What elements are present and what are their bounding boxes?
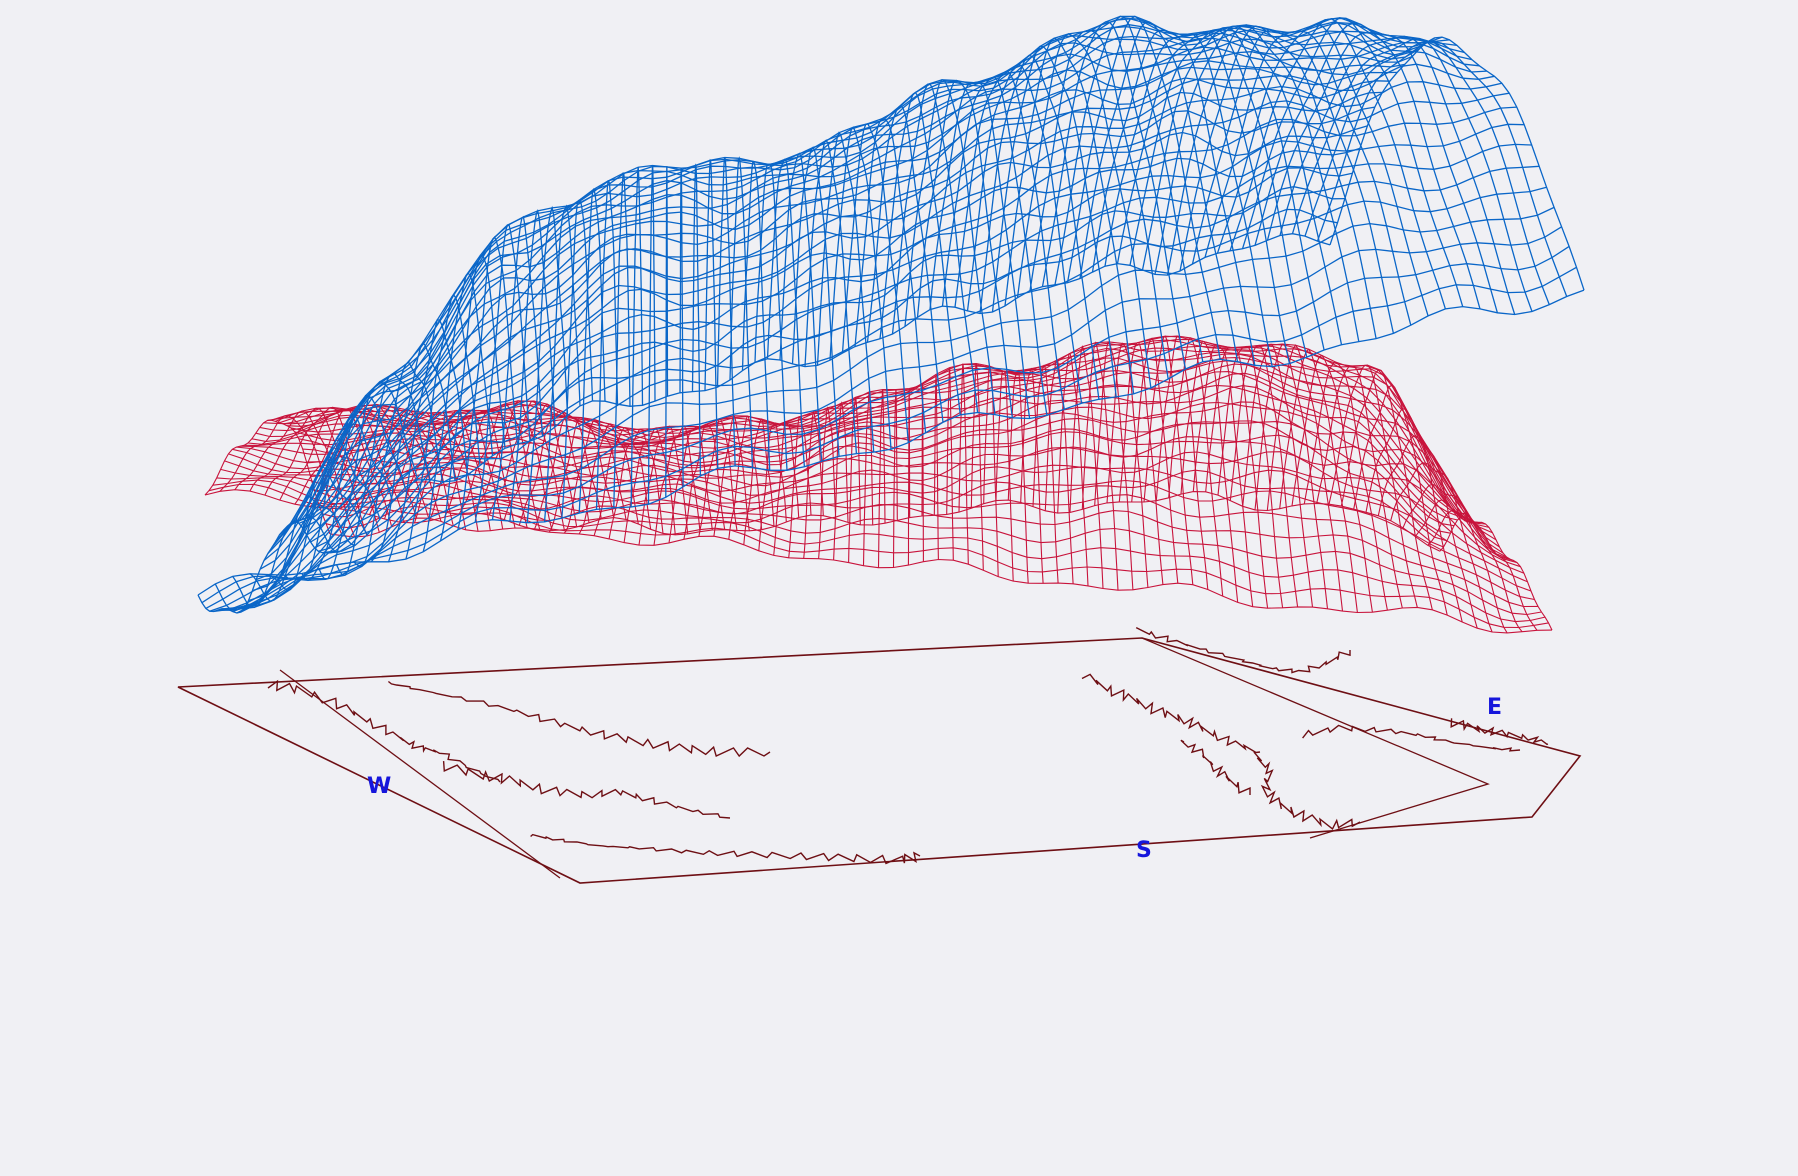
blue-surface-grid-line bbox=[665, 166, 669, 498]
blue-surface-grid-line bbox=[294, 66, 1398, 523]
coastline-segment bbox=[1450, 718, 1549, 746]
blue-surface-grid-line bbox=[302, 91, 1383, 529]
blue-surface-grid-line bbox=[318, 167, 1353, 552]
blue-surface-grid-line bbox=[314, 147, 1361, 549]
blue-surface-grid-line bbox=[310, 125, 1368, 543]
red-surface-grid-line bbox=[232, 448, 1528, 583]
red-surface-grid-line bbox=[208, 483, 1549, 629]
coastline-segment bbox=[530, 833, 921, 865]
blue-surface-grid-line bbox=[916, 79, 1013, 418]
blue-surface-grid-line bbox=[252, 41, 1480, 592]
coastline-segment bbox=[1302, 724, 1521, 752]
coastlines bbox=[267, 626, 1549, 865]
blue-surface-grid-line bbox=[329, 233, 1331, 554]
coastline-segment bbox=[1135, 626, 1351, 674]
compass-labels: W S E bbox=[367, 695, 1502, 863]
blue-surface-grid-line bbox=[298, 77, 1390, 524]
red-surface-grid-line bbox=[298, 363, 1469, 520]
red-surface-grid-line bbox=[325, 469, 1444, 548]
compass-east-label: E bbox=[1487, 695, 1502, 720]
compass-west-label: W bbox=[367, 774, 391, 799]
red-surface-grid-line bbox=[1390, 462, 1493, 633]
red-surface-grid-line bbox=[251, 384, 1511, 560]
blue-wireframe-surface bbox=[197, 15, 1585, 614]
map-frame-inner-edge bbox=[1141, 637, 1490, 839]
blue-surface-grid-line bbox=[213, 206, 1555, 613]
blue-surface-grid-line bbox=[279, 25, 1428, 536]
blue-surface-grid-line bbox=[491, 215, 544, 520]
coastline-segment bbox=[267, 679, 501, 783]
red-surface-grid-line bbox=[302, 372, 1465, 518]
blue-surface-grid-line bbox=[209, 226, 1562, 612]
blue-surface-grid-line bbox=[326, 208, 1338, 554]
blue-surface-grid-line bbox=[201, 266, 1577, 604]
blue-surface-grid-line bbox=[255, 37, 1473, 581]
red-surface-grid-line bbox=[1032, 364, 1059, 584]
red-surface-grid-line bbox=[322, 451, 1448, 542]
blue-surface-grid-line bbox=[291, 51, 1405, 524]
red-surface-grid-line bbox=[294, 357, 1472, 522]
blue-surface-grid-line bbox=[217, 186, 1547, 611]
base-map bbox=[177, 626, 1582, 884]
blue-surface-grid-line bbox=[630, 167, 644, 508]
blue-surface-grid-line bbox=[322, 186, 1345, 554]
blue-surface-grid-line bbox=[205, 245, 1570, 609]
blue-surface-grid-line bbox=[1141, 26, 1325, 351]
blue-surface-grid-line bbox=[287, 38, 1413, 527]
blue-surface-grid-line bbox=[1316, 40, 1568, 297]
red-surface-grid-line bbox=[329, 491, 1441, 552]
red-surface-grid-line bbox=[306, 385, 1462, 518]
blue-surface-grid-line bbox=[240, 81, 1502, 613]
coastline-segment bbox=[1180, 739, 1251, 795]
blue-surface-grid-line bbox=[225, 143, 1532, 610]
red-surface-grid-line bbox=[946, 367, 954, 561]
red-surface-grid-line bbox=[892, 389, 898, 568]
coastline-segment bbox=[1253, 751, 1361, 830]
red-surface-grid-line bbox=[279, 335, 1486, 525]
blue-surface-grid-line bbox=[248, 50, 1487, 602]
red-surface-grid-line bbox=[318, 436, 1451, 534]
red-surface-grid-line bbox=[216, 477, 1542, 616]
coastline-segment bbox=[387, 680, 771, 758]
red-surface-grid-line bbox=[259, 360, 1504, 554]
red-surface-grid-line bbox=[758, 422, 787, 551]
red-surface-grid-line bbox=[1279, 348, 1358, 613]
red-surface-grid-line bbox=[310, 401, 1458, 521]
red-surface-grid-line bbox=[236, 446, 1525, 574]
map-frame bbox=[177, 637, 1582, 884]
red-surface-grid-line bbox=[1291, 354, 1373, 613]
compass-south-label: S bbox=[1136, 838, 1152, 863]
blue-surface-grid-line bbox=[197, 289, 1585, 596]
blue-surface-grid-line bbox=[283, 29, 1420, 531]
blue-surface-grid-line bbox=[271, 15, 1443, 549]
red-surface-grid-line bbox=[224, 460, 1535, 601]
coastline-segment bbox=[442, 761, 731, 819]
blue-surface-grid-line bbox=[370, 341, 456, 563]
map-frame-inner-edge bbox=[279, 669, 561, 879]
red-surface-grid-line bbox=[286, 342, 1479, 524]
blue-surface-grid-line bbox=[244, 63, 1495, 609]
red-surface-grid-line bbox=[212, 479, 1546, 623]
blue-surface-grid-line bbox=[306, 106, 1375, 536]
coastline-segment bbox=[1081, 673, 1261, 754]
blue-surface-grid-line bbox=[221, 165, 1540, 610]
red-surface-grid-line bbox=[314, 420, 1455, 527]
